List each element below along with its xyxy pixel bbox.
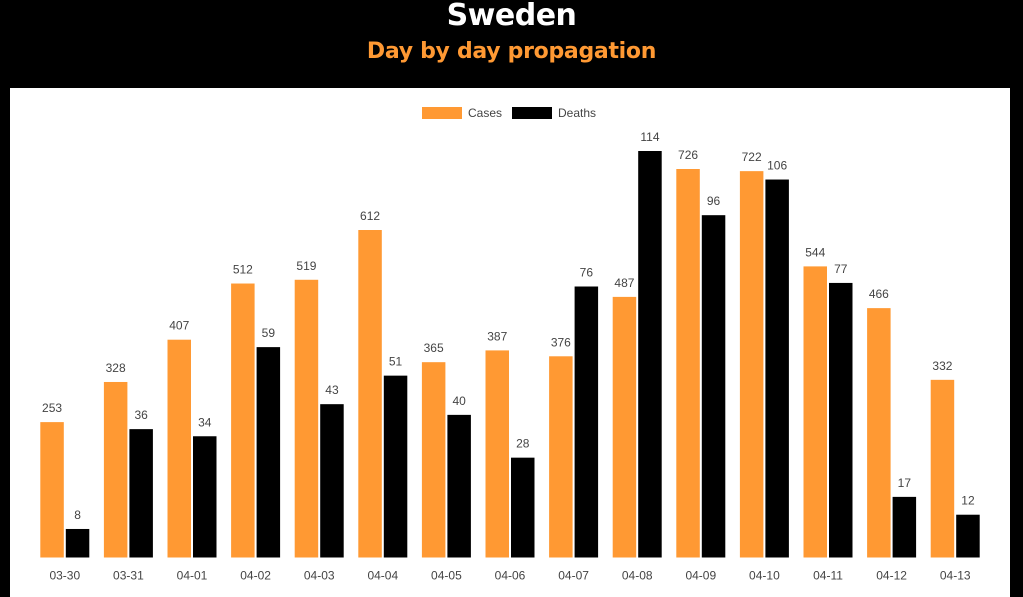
legend-swatch-cases bbox=[422, 107, 462, 119]
legend-label-deaths: Deaths bbox=[558, 106, 597, 120]
data-label-deaths-04-04: 51 bbox=[389, 355, 403, 369]
x-tick-label-04-11: 04-11 bbox=[813, 569, 843, 583]
page-title: Sweden bbox=[446, 0, 577, 33]
x-tick-label-04-10: 04-10 bbox=[749, 569, 780, 583]
x-tick-label-03-31: 03-31 bbox=[113, 569, 144, 583]
bar-deaths-03-30[interactable] bbox=[65, 528, 90, 558]
bar-deaths-04-05[interactable] bbox=[447, 414, 471, 558]
x-tick-label-04-03: 04-03 bbox=[304, 569, 335, 583]
bar-deaths-04-07[interactable] bbox=[574, 286, 599, 558]
legend-label-cases: Cases bbox=[468, 106, 503, 120]
data-label-cases-04-05: 365 bbox=[424, 341, 444, 355]
data-label-cases-04-04: 612 bbox=[360, 209, 380, 223]
data-label-deaths-04-10: 106 bbox=[767, 159, 787, 173]
bar-cases-04-07[interactable] bbox=[549, 356, 573, 558]
data-label-cases-03-30: 253 bbox=[42, 401, 62, 415]
data-label-deaths-04-05: 40 bbox=[452, 394, 466, 408]
bar-cases-04-13[interactable] bbox=[930, 379, 955, 558]
chart-panel: Cases Deaths 253 8 03-30 328 36 03-31 407 34 04-… bbox=[10, 88, 1010, 597]
page-subtitle: Day by day propagation bbox=[366, 39, 657, 64]
data-label-cases-04-07: 376 bbox=[551, 335, 571, 349]
bar-cases-04-05[interactable] bbox=[421, 362, 446, 558]
data-label-deaths-04-07: 76 bbox=[580, 266, 594, 280]
bar-cases-04-08[interactable] bbox=[612, 296, 637, 558]
data-label-cases-03-31: 328 bbox=[106, 361, 126, 375]
data-label-cases-04-03: 519 bbox=[296, 259, 316, 273]
bar-deaths-04-03[interactable] bbox=[320, 404, 344, 558]
bar-deaths-04-06[interactable] bbox=[511, 457, 535, 558]
x-tick-label-04-09: 04-09 bbox=[685, 569, 716, 583]
legend-swatch-deaths bbox=[512, 107, 552, 119]
bar-cases-04-12[interactable] bbox=[867, 308, 891, 558]
bar-deaths-04-09[interactable] bbox=[701, 215, 726, 558]
x-tick-label-04-07: 04-07 bbox=[558, 569, 589, 583]
bar-cases-04-06[interactable] bbox=[485, 350, 510, 558]
data-label-cases-04-10: 722 bbox=[742, 150, 762, 164]
data-label-cases-04-02: 512 bbox=[233, 263, 253, 277]
bar-deaths-04-11[interactable] bbox=[829, 282, 853, 558]
x-tick-label-04-05: 04-05 bbox=[431, 569, 462, 583]
x-tick-label-04-01: 04-01 bbox=[177, 569, 208, 583]
data-label-deaths-04-03: 43 bbox=[325, 383, 339, 397]
data-label-cases-04-11: 544 bbox=[805, 245, 825, 259]
bar-cases-04-04[interactable] bbox=[358, 230, 382, 558]
data-label-cases-04-01: 407 bbox=[169, 319, 189, 333]
bar-deaths-04-04[interactable] bbox=[383, 375, 408, 558]
x-tick-label-03-30: 03-30 bbox=[49, 569, 80, 583]
data-label-deaths-04-08: 114 bbox=[640, 130, 659, 144]
bar-cases-04-10[interactable] bbox=[739, 171, 764, 558]
bar-deaths-04-13[interactable] bbox=[956, 514, 980, 558]
data-label-cases-04-13: 332 bbox=[932, 359, 952, 373]
x-tick-label-04-12: 04-12 bbox=[876, 569, 907, 583]
data-label-deaths-04-12: 17 bbox=[898, 476, 912, 490]
bar-cases-04-03[interactable] bbox=[294, 279, 319, 558]
data-label-deaths-04-09: 96 bbox=[707, 194, 721, 208]
data-label-deaths-03-30: 8 bbox=[74, 508, 81, 522]
x-tick-label-04-04: 04-04 bbox=[367, 569, 398, 583]
bar-cases-03-30[interactable] bbox=[40, 422, 64, 558]
x-tick-label-04-06: 04-06 bbox=[495, 569, 526, 583]
x-tick-label-04-13: 04-13 bbox=[940, 569, 971, 583]
bar-cases-04-09[interactable] bbox=[676, 169, 700, 558]
header: Sweden Day by day propagation bbox=[0, 0, 1023, 88]
bar-cases-03-31[interactable] bbox=[103, 381, 128, 558]
bar-deaths-04-10[interactable] bbox=[765, 179, 789, 558]
data-label-cases-04-08: 487 bbox=[614, 276, 634, 290]
data-label-cases-04-09: 726 bbox=[678, 148, 698, 162]
data-label-cases-04-12: 466 bbox=[869, 287, 889, 301]
bar-deaths-04-01[interactable] bbox=[193, 436, 217, 558]
data-label-deaths-03-31: 36 bbox=[134, 408, 148, 422]
bar-chart: 253 8 03-30 328 36 03-31 407 34 04-01 512 59 04-02 5… bbox=[40, 130, 980, 583]
bar-deaths-04-08[interactable] bbox=[638, 151, 662, 558]
bar-cases-04-01[interactable] bbox=[167, 339, 192, 558]
x-tick-label-04-08: 04-08 bbox=[622, 569, 653, 583]
data-label-deaths-04-11: 77 bbox=[834, 262, 848, 276]
bar-deaths-04-02[interactable] bbox=[256, 347, 281, 558]
bar-cases-04-11[interactable] bbox=[803, 266, 828, 558]
data-label-deaths-04-01: 34 bbox=[198, 415, 212, 429]
data-label-deaths-04-13: 12 bbox=[961, 494, 975, 508]
bar-deaths-04-12[interactable] bbox=[892, 496, 917, 558]
x-tick-label-04-02: 04-02 bbox=[240, 569, 271, 583]
bar-deaths-03-31[interactable] bbox=[129, 429, 153, 558]
data-label-cases-04-06: 387 bbox=[487, 329, 507, 343]
data-label-deaths-04-02: 59 bbox=[262, 326, 276, 340]
data-label-deaths-04-06: 28 bbox=[516, 437, 530, 451]
bar-cases-04-02[interactable] bbox=[231, 283, 255, 558]
